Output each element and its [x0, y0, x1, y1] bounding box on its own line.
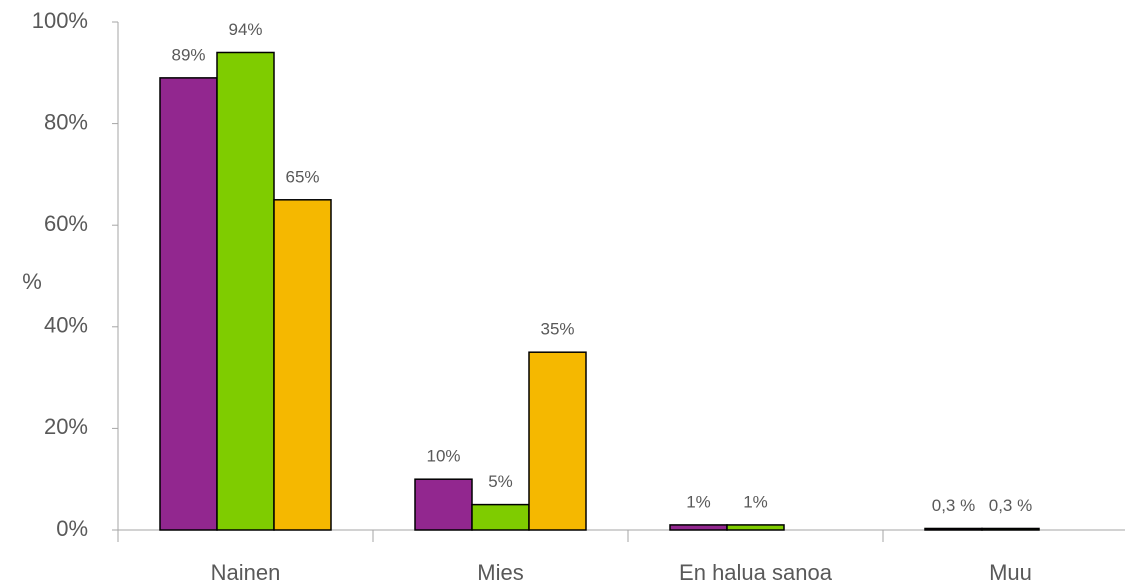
value-label: 0,3 %	[932, 496, 975, 515]
value-label: 10%	[426, 447, 460, 466]
value-label: 1%	[686, 492, 711, 511]
bar	[669, 524, 728, 531]
x-tick-label: Nainen	[211, 560, 281, 584]
bar	[981, 527, 1040, 531]
x-tick-label: Mies	[477, 560, 523, 584]
y-tick-label: 40%	[44, 313, 88, 338]
bar	[159, 77, 218, 531]
x-tick-label: Muu	[989, 560, 1032, 584]
bar	[273, 199, 332, 531]
value-label: 5%	[488, 472, 513, 491]
y-tick-label: 60%	[44, 211, 88, 236]
bar	[726, 524, 785, 531]
value-label: 0,3 %	[989, 496, 1032, 515]
bar	[924, 527, 983, 531]
value-label: 1%	[743, 492, 768, 511]
y-tick-label: 80%	[44, 109, 88, 134]
value-label: 35%	[540, 320, 574, 339]
bar	[471, 503, 530, 531]
value-label: 94%	[228, 20, 262, 39]
y-axis-label: %	[22, 269, 42, 294]
bar	[528, 351, 587, 531]
value-label: 65%	[285, 167, 319, 186]
y-tick-label: 0%	[56, 516, 88, 541]
x-tick-label: En halua sanoa	[679, 560, 833, 584]
y-tick-label: 100%	[32, 8, 88, 33]
value-label: 89%	[171, 45, 205, 64]
bar	[414, 478, 473, 531]
y-tick-label: 20%	[44, 414, 88, 439]
bar	[216, 51, 275, 531]
